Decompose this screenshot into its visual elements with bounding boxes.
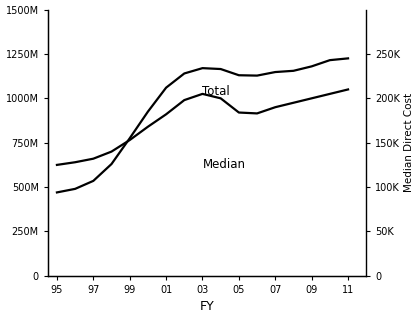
Text: Median: Median — [202, 158, 246, 171]
Y-axis label: Median Direct Cost: Median Direct Cost — [404, 93, 415, 192]
X-axis label: FY: FY — [200, 300, 215, 314]
Text: Total: Total — [202, 85, 230, 98]
